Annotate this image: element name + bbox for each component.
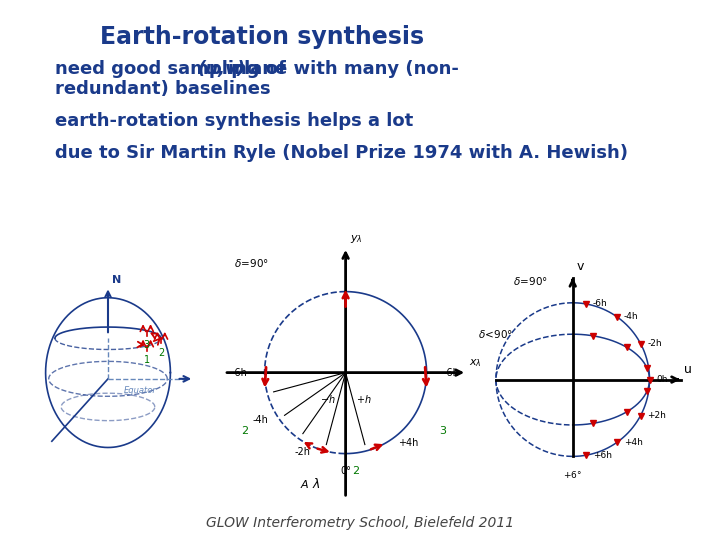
Text: $-h$: $-h$ bbox=[320, 393, 336, 406]
Text: v: v bbox=[577, 260, 585, 273]
Text: +4h: +4h bbox=[398, 437, 418, 448]
Text: $+h$: $+h$ bbox=[356, 393, 372, 406]
Text: (u,v): (u,v) bbox=[198, 60, 246, 78]
Text: -4h: -4h bbox=[624, 312, 639, 321]
Text: 3: 3 bbox=[144, 340, 150, 350]
Text: $\lambda$: $\lambda$ bbox=[312, 477, 320, 491]
Text: $+6°$: $+6°$ bbox=[563, 469, 582, 480]
Text: 2: 2 bbox=[158, 348, 164, 357]
Text: $\delta\!=\!90°$: $\delta\!=\!90°$ bbox=[513, 275, 549, 287]
Text: -4h: -4h bbox=[252, 415, 268, 425]
Text: 2: 2 bbox=[352, 467, 359, 476]
Text: GLOW Interferometry School, Bielefeld 2011: GLOW Interferometry School, Bielefeld 20… bbox=[206, 516, 514, 530]
Text: 0h: 0h bbox=[657, 375, 668, 384]
Text: redundant) baselines: redundant) baselines bbox=[55, 80, 271, 98]
Text: 3: 3 bbox=[439, 426, 446, 436]
Text: u: u bbox=[685, 363, 693, 376]
Text: earth-rotation synthesis helps a lot: earth-rotation synthesis helps a lot bbox=[55, 112, 413, 130]
Text: +6h: +6h bbox=[593, 451, 612, 460]
Text: -6h: -6h bbox=[444, 368, 459, 377]
Text: -2h: -2h bbox=[294, 447, 310, 457]
Text: plane with many (non-: plane with many (non- bbox=[225, 60, 459, 78]
Text: 1: 1 bbox=[144, 355, 150, 365]
Text: $y_{\lambda}$: $y_{\lambda}$ bbox=[350, 233, 362, 246]
Text: $\delta\!<\!90°$: $\delta\!<\!90°$ bbox=[479, 328, 513, 340]
Text: +2h: +2h bbox=[647, 411, 667, 420]
Text: need good sampling of: need good sampling of bbox=[55, 60, 292, 78]
Text: N: N bbox=[112, 275, 121, 285]
Text: A: A bbox=[301, 480, 309, 490]
Text: -2h: -2h bbox=[647, 339, 662, 348]
Text: -6h: -6h bbox=[593, 300, 608, 308]
Text: Equator: Equator bbox=[124, 386, 156, 395]
Text: -6h: -6h bbox=[232, 368, 248, 377]
Text: $x_{\lambda}$: $x_{\lambda}$ bbox=[469, 357, 482, 368]
Text: +4h: +4h bbox=[624, 438, 643, 447]
Text: due to Sir Martin Ryle (Nobel Prize 1974 with A. Hewish): due to Sir Martin Ryle (Nobel Prize 1974… bbox=[55, 144, 628, 162]
Text: 0°: 0° bbox=[340, 467, 351, 476]
Text: Earth-rotation synthesis: Earth-rotation synthesis bbox=[100, 25, 424, 49]
Text: 2: 2 bbox=[240, 426, 248, 436]
Text: $\delta\!=\!90°$: $\delta\!=\!90°$ bbox=[234, 257, 269, 269]
